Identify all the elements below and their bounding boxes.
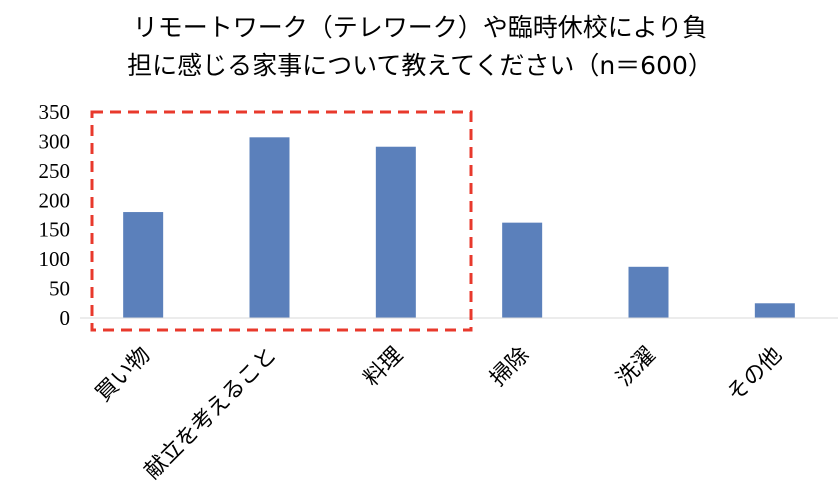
bars bbox=[123, 137, 795, 318]
bar bbox=[754, 303, 795, 318]
y-tick-label: 250 bbox=[39, 159, 71, 183]
bar bbox=[628, 266, 669, 318]
y-tick-label: 300 bbox=[39, 129, 71, 153]
y-tick-label: 0 bbox=[60, 306, 71, 330]
bar bbox=[502, 222, 543, 318]
y-tick-label: 150 bbox=[39, 218, 71, 242]
x-tick-label: その他 bbox=[723, 343, 787, 407]
y-tick-label: 50 bbox=[49, 277, 70, 301]
y-axis: 0 50 100 150 200 250 300 350 bbox=[39, 100, 71, 330]
y-tick-label: 100 bbox=[39, 247, 71, 271]
y-tick-label: 350 bbox=[39, 100, 71, 124]
y-tick-label: 200 bbox=[39, 188, 71, 212]
x-tick-label: 洗濯 bbox=[612, 343, 661, 392]
bar bbox=[249, 137, 290, 318]
x-tick-label: 買い物 bbox=[91, 343, 155, 407]
chart-title-line-1: リモートワーク（テレワーク）や臨時休校により負 bbox=[133, 13, 708, 42]
x-tick-label: 料理 bbox=[359, 343, 408, 392]
x-tick-label: 掃除 bbox=[486, 343, 535, 392]
bar bbox=[123, 212, 164, 318]
bar bbox=[375, 146, 416, 318]
highlight-box bbox=[90, 110, 473, 332]
highlight-group bbox=[90, 110, 473, 332]
chart-title-line-2: 担に感じる家事について教えてください（n＝600） bbox=[127, 51, 713, 80]
chart-title: リモートワーク（テレワーク）や臨時休校により負 担に感じる家事について教えてくだ… bbox=[127, 13, 713, 80]
x-tick-label: 献立を考えること bbox=[140, 343, 282, 485]
